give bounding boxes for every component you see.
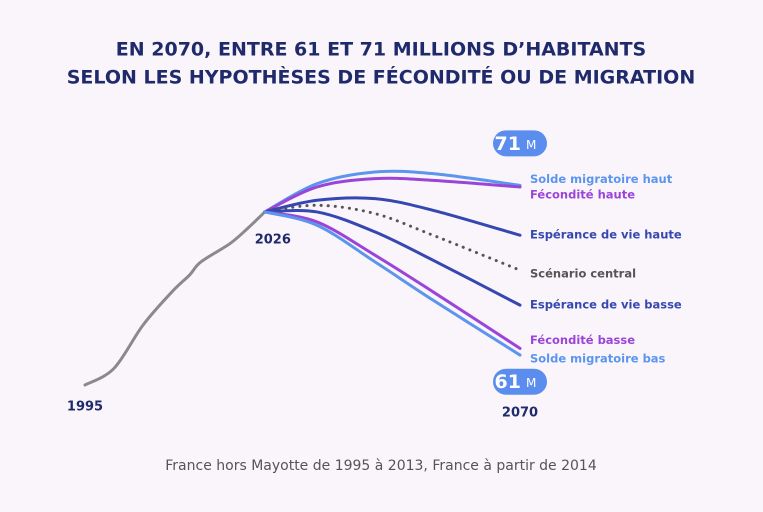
badge-unit: M xyxy=(526,376,536,390)
series-label: Solde migratoire bas xyxy=(530,352,666,366)
series-label: Fécondité haute xyxy=(530,187,635,201)
series-line xyxy=(83,210,267,387)
badge-box xyxy=(493,368,547,395)
badge-unit: M xyxy=(526,138,536,152)
series-line xyxy=(263,203,522,272)
chart-title: EN 2070, ENTRE 61 ET 71 MILLIONS D’HABIT… xyxy=(116,39,646,61)
series-label: Solde migratoire haut xyxy=(530,172,673,186)
series-line xyxy=(263,169,522,214)
badge-box xyxy=(493,130,547,157)
value-badge: 61 M xyxy=(493,368,547,395)
footnote: France hors Mayotte de 1995 à 2013, Fran… xyxy=(165,458,597,474)
series-label: Espérance de vie basse xyxy=(530,298,682,312)
x-label: 2026 xyxy=(255,233,291,248)
series-line xyxy=(263,208,522,307)
chart-title: SELON LES HYPOTHÈSES DE FÉCONDITÉ OU DE … xyxy=(67,66,695,89)
x-label: 2070 xyxy=(502,406,538,421)
badge-value: 71 xyxy=(495,133,521,155)
series-line xyxy=(263,196,522,237)
series-label: Espérance de vie haute xyxy=(530,228,682,242)
series-label: Fécondité basse xyxy=(530,333,635,347)
value-badge: 71 M xyxy=(493,130,547,157)
series-label: Scénario central xyxy=(530,267,636,281)
series-line xyxy=(263,210,522,350)
x-label: 1995 xyxy=(67,400,103,415)
series-line xyxy=(263,176,522,214)
series-line xyxy=(263,210,522,357)
badge-value: 61 xyxy=(495,371,521,393)
